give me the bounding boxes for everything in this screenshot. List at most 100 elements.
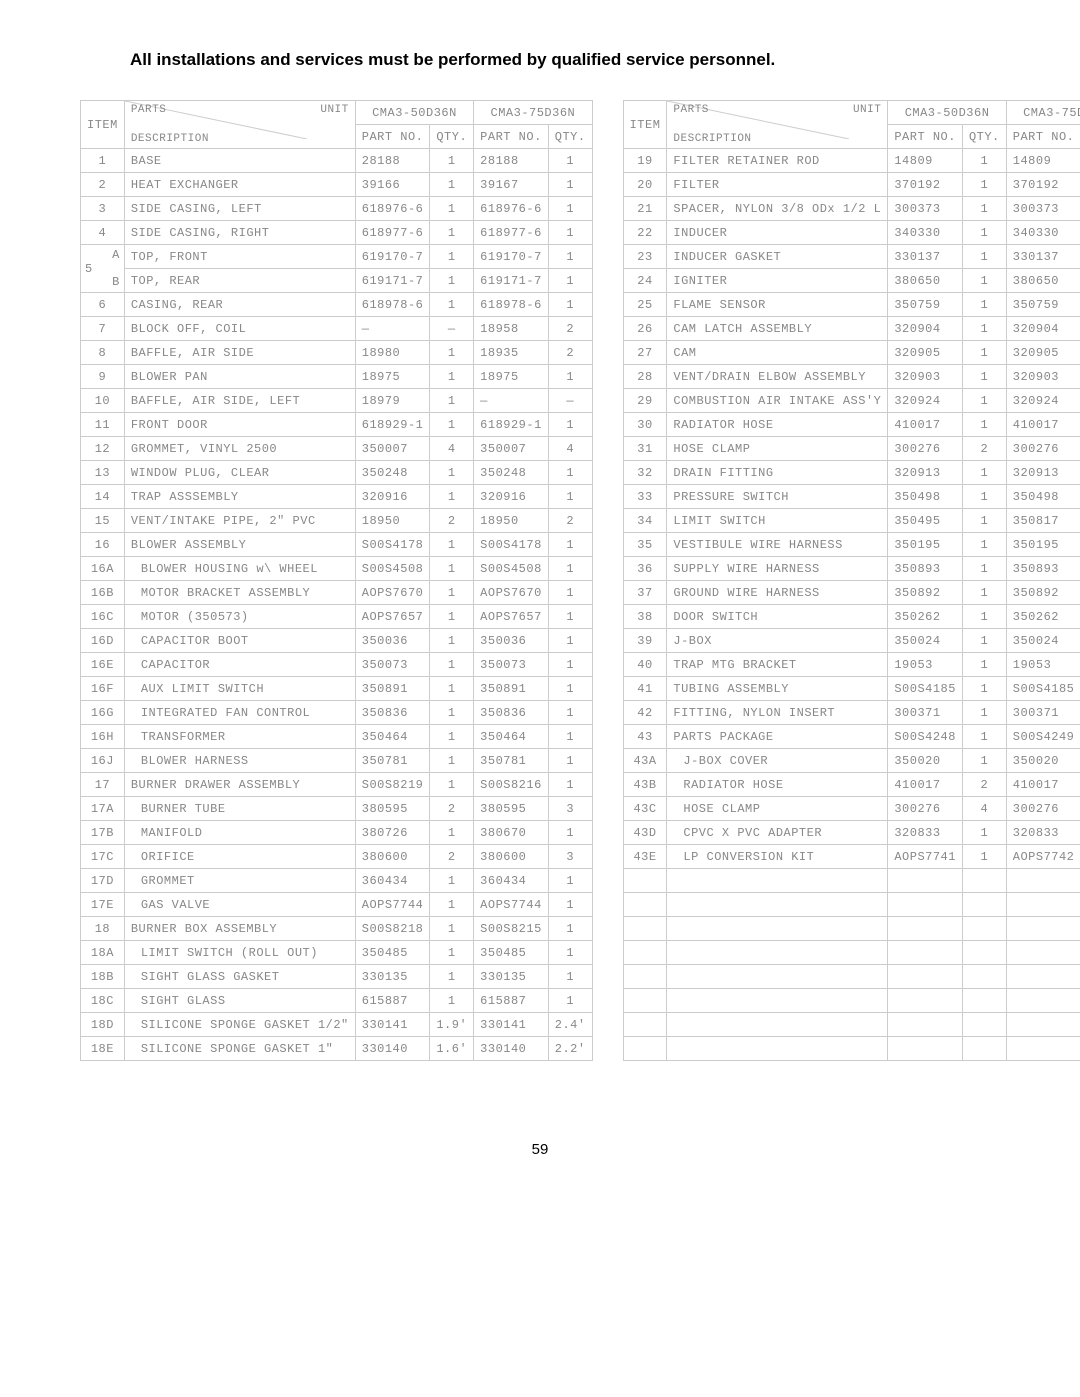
cell-p2: S00S4185 — [1006, 677, 1080, 701]
cell-item: 36 — [623, 557, 667, 581]
cell-desc: PARTS PACKAGE — [667, 725, 888, 749]
cell-q1: 1 — [430, 989, 474, 1013]
cell-item: 41 — [623, 677, 667, 701]
cell-q1 — [962, 965, 1006, 989]
table-row: 17 BURNER DRAWER ASSEMBLY S00S8219 1 S00… — [81, 773, 593, 797]
cell-p2: 330137 — [1006, 245, 1080, 269]
cell-p1: 18950 — [355, 509, 430, 533]
cell-q1: 1 — [430, 917, 474, 941]
cell-desc: CAPACITOR BOOT — [124, 629, 355, 653]
cell-q1: 1 — [430, 557, 474, 581]
cell-p1 — [888, 989, 963, 1013]
cell-p2: 380600 — [474, 845, 549, 869]
cell-item — [623, 1013, 667, 1037]
cell-q1: 1 — [430, 149, 474, 173]
cell-p1: 350495 — [888, 509, 963, 533]
cell-item: 32 — [623, 461, 667, 485]
cell-desc: SPACER, NYLON 3/8 ODx 1/2 L — [667, 197, 888, 221]
cell-q1: 1 — [430, 293, 474, 317]
cell-p1: AOPS7670 — [355, 581, 430, 605]
cell-item: 15 — [81, 509, 125, 533]
table-row: 8 BAFFLE, AIR SIDE 18980 1 18935 2 — [81, 341, 593, 365]
cell-item: 22 — [623, 221, 667, 245]
cell-desc: GROMMET, VINYL 2500 — [124, 437, 355, 461]
cell-p1: 350498 — [888, 485, 963, 509]
cell-q1 — [962, 941, 1006, 965]
cell-p2 — [1006, 869, 1080, 893]
table-row: 37 GROUND WIRE HARNESS 350892 1 350892 1 — [623, 581, 1080, 605]
cell-q1 — [962, 893, 1006, 917]
cell-p2 — [1006, 989, 1080, 1013]
cell-p1: 320905 — [888, 341, 963, 365]
cell-p1: 615887 — [355, 989, 430, 1013]
cell-desc: DRAIN FITTING — [667, 461, 888, 485]
cell-q1: 1 — [430, 869, 474, 893]
cell-q2: 1 — [548, 485, 592, 509]
table-row: 17D GROMMET 360434 1 360434 1 — [81, 869, 593, 893]
table-row: 23 INDUCER GASKET 330137 1 330137 1 — [623, 245, 1080, 269]
cell-q2: 1 — [548, 557, 592, 581]
cell-item: 3 — [81, 197, 125, 221]
cell-desc: GROMMET — [124, 869, 355, 893]
cell-p2: 300276 — [1006, 797, 1080, 821]
cell-q1: 1.9' — [430, 1013, 474, 1037]
cell-desc: TOP, REAR — [124, 269, 355, 293]
cell-p1: 350485 — [355, 941, 430, 965]
cell-p1: 340330 — [888, 221, 963, 245]
cell-p1 — [888, 869, 963, 893]
cell-p1: 350036 — [355, 629, 430, 653]
cell-desc: HEAT EXCHANGER — [124, 173, 355, 197]
cell-p2: S00S8215 — [474, 917, 549, 941]
cell-q1: 1 — [962, 365, 1006, 389]
cell-q1: 1 — [430, 245, 474, 269]
cell-p2: 320904 — [1006, 317, 1080, 341]
table-row: 7 BLOCK OFF, COIL — — 18958 2 — [81, 317, 593, 341]
cell-q1: 1.6' — [430, 1037, 474, 1061]
cell-p1: 330140 — [355, 1037, 430, 1061]
cell-desc: CASING, REAR — [124, 293, 355, 317]
cell-item: 12 — [81, 437, 125, 461]
cell-desc: ORIFICE — [124, 845, 355, 869]
cell-item: 43D — [623, 821, 667, 845]
cell-q1: 1 — [962, 317, 1006, 341]
table-row: 36 SUPPLY WIRE HARNESS 350893 1 350893 1 — [623, 557, 1080, 581]
cell-item: 11 — [81, 413, 125, 437]
cell-desc: HOSE CLAMP — [667, 797, 888, 821]
cell-item: 16F — [81, 677, 125, 701]
table-row: 18E SILICONE SPONGE GASKET 1" 330140 1.6… — [81, 1037, 593, 1061]
cell-desc: J-BOX COVER — [667, 749, 888, 773]
cell-p2: 350248 — [474, 461, 549, 485]
cell-p2: S00S4249 — [1006, 725, 1080, 749]
table-row: 16H TRANSFORMER 350464 1 350464 1 — [81, 725, 593, 749]
cell-q1: 1 — [962, 605, 1006, 629]
cell-item: 16G — [81, 701, 125, 725]
cell-p1: 380650 — [888, 269, 963, 293]
cell-q2: 1 — [548, 461, 592, 485]
cell-q1: 1 — [962, 173, 1006, 197]
cell-item: 18 — [81, 917, 125, 941]
cell-desc: BAFFLE, AIR SIDE, LEFT — [124, 389, 355, 413]
cell-q1: 1 — [962, 269, 1006, 293]
cell-p1 — [888, 1013, 963, 1037]
cell-q2: 2 — [548, 317, 592, 341]
cell-p1: S00S4185 — [888, 677, 963, 701]
cell-item: 27 — [623, 341, 667, 365]
cell-item: 29 — [623, 389, 667, 413]
table-row: 17B MANIFOLD 380726 1 380670 1 — [81, 821, 593, 845]
cell-item: 23 — [623, 245, 667, 269]
cell-desc: BAFFLE, AIR SIDE — [124, 341, 355, 365]
cell-desc: MOTOR (350573) — [124, 605, 355, 629]
cell-q1: 1 — [962, 389, 1006, 413]
table-row: 15 VENT/INTAKE PIPE, 2" PVC 18950 2 1895… — [81, 509, 593, 533]
table-row: 33 PRESSURE SWITCH 350498 1 350498 1 — [623, 485, 1080, 509]
cell-q2: 1 — [548, 917, 592, 941]
cell-item: 43 — [623, 725, 667, 749]
cell-q1: 1 — [962, 653, 1006, 677]
table-row: 22 INDUCER 340330 1 340330 1 — [623, 221, 1080, 245]
cell-p2: 360434 — [474, 869, 549, 893]
cell-q1 — [962, 989, 1006, 1013]
cell-item: 28 — [623, 365, 667, 389]
table-row — [623, 917, 1080, 941]
cell-p1: 350073 — [355, 653, 430, 677]
cell-p2: 350892 — [1006, 581, 1080, 605]
